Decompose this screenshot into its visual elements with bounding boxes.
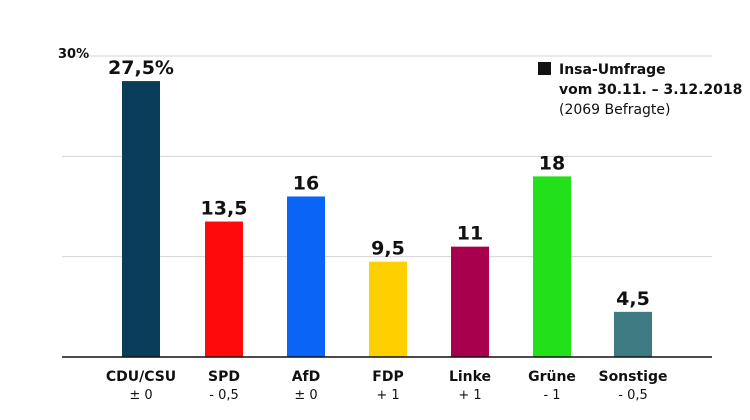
bar <box>451 246 489 357</box>
bar-value-label: 13,5 <box>201 198 248 220</box>
change-label: - 0,5 <box>618 388 648 403</box>
bar <box>122 81 160 357</box>
legend-title: Insa-Umfrage <box>559 62 666 78</box>
change-label: + 1 <box>458 388 481 403</box>
change-label: + 1 <box>376 388 399 403</box>
bar-value-label: 11 <box>457 223 483 245</box>
legend: Insa-Umfrage vom 30.11. – 3.12.2018 (206… <box>538 60 742 120</box>
bar-value-label: 9,5 <box>371 238 405 260</box>
change-label: ± 0 <box>294 388 317 403</box>
legend-swatch <box>538 62 551 75</box>
bar <box>614 311 652 357</box>
change-label: ± 0 <box>129 388 152 403</box>
x-tick-label: CDU/CSU <box>106 369 176 385</box>
bar-value-label: 18 <box>539 152 565 174</box>
x-tick-label: SPD <box>208 369 240 385</box>
bar-value-label: 27,5% <box>108 57 174 79</box>
x-tick-label: AfD <box>292 369 321 385</box>
x-tick-label: FDP <box>372 369 403 385</box>
change-label: - 0,5 <box>209 388 239 403</box>
x-tick-label: Linke <box>449 369 491 385</box>
bar-value-label: 4,5 <box>616 288 650 310</box>
bar <box>533 176 571 357</box>
x-tick-label: Sonstige <box>598 369 667 385</box>
x-tick-label: Grüne <box>528 369 576 385</box>
bar-value-label: 16 <box>293 172 319 194</box>
bar <box>205 221 243 357</box>
y-tick-label: 30% <box>58 47 89 62</box>
bar <box>287 196 325 357</box>
legend-dates: vom 30.11. – 3.12.2018 <box>559 82 743 98</box>
bar <box>369 261 407 357</box>
change-label: - 1 <box>543 388 560 403</box>
legend-sample: (2069 Befragte) <box>559 102 671 118</box>
